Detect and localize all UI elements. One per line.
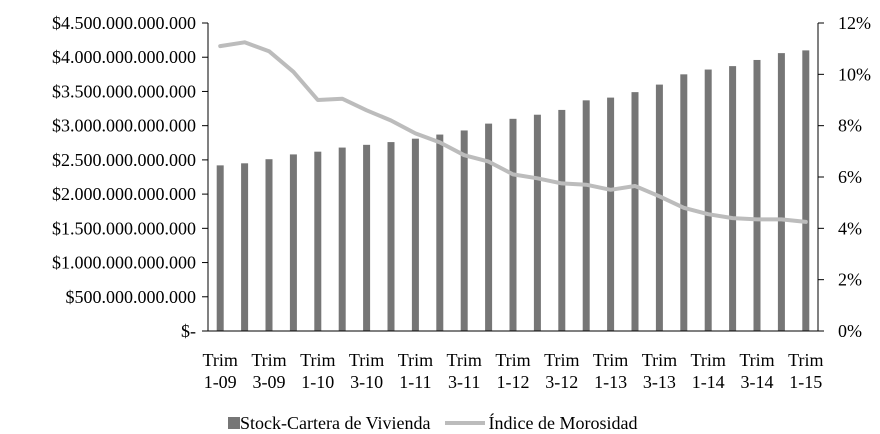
x-axis-tick-label: Trim 3-13 xyxy=(642,350,677,392)
left-axis-tick-label: $4.000.000.000.000 xyxy=(52,47,196,67)
bar xyxy=(753,59,761,332)
left-axis-tick-label: $3.500.000.000.000 xyxy=(52,81,196,101)
left-axis-tick-label: $- xyxy=(181,321,196,341)
bar xyxy=(777,53,785,332)
left-axis-tick-label: $1.500.000.000.000 xyxy=(52,218,196,238)
bar xyxy=(314,151,322,331)
right-axis-tick-label: 10% xyxy=(838,64,871,84)
x-axis-tick-label: Trim 3-11 xyxy=(447,350,482,392)
x-axis-tick-label: Trim 3-09 xyxy=(251,350,286,392)
right-axis-tick-label: 6% xyxy=(838,167,862,187)
bar xyxy=(558,109,566,332)
bar xyxy=(680,74,688,331)
right-axis-tick-label: 2% xyxy=(838,270,862,290)
bar xyxy=(411,138,419,331)
bar xyxy=(533,114,541,332)
x-axis-tick-label: Trim 1-14 xyxy=(691,350,726,392)
x-axis-tick-label: Trim 1-13 xyxy=(593,350,628,392)
bar-series-stock-cartera xyxy=(216,50,810,332)
bar xyxy=(436,134,444,331)
right-axis-tick-label: 8% xyxy=(838,116,862,136)
bar xyxy=(802,50,810,331)
x-axis-tick-label: Trim 3-12 xyxy=(544,350,579,392)
x-axis-tick-label: Trim 1-10 xyxy=(300,350,335,392)
left-axis-tick-label: $3.000.000.000.000 xyxy=(52,116,196,136)
x-axis-tick-label: Trim 3-14 xyxy=(739,350,774,392)
x-axis-tick-label: Trim 1-09 xyxy=(203,350,238,392)
chart-legend: Stock-Cartera de Vivienda Índice de Moro… xyxy=(228,413,652,433)
right-axis-tick-label: 0% xyxy=(838,321,862,341)
right-axis-tick-labels: 0% 2% 4% 6% 8% 10% 12% xyxy=(838,13,871,341)
left-axis-tick-label: $4.500.000.000.000 xyxy=(52,13,196,33)
x-axis-tick-label: Trim 3-10 xyxy=(349,350,384,392)
legend-label-stock: Stock-Cartera de Vivienda xyxy=(240,412,431,433)
right-axis-tick-label: 4% xyxy=(838,218,862,238)
bar xyxy=(729,66,737,332)
left-axis-tick-label: $1.000.000.000.000 xyxy=(52,253,196,273)
legend-line-swatch xyxy=(444,421,485,425)
left-axis-tick-label: $2.500.000.000.000 xyxy=(52,150,196,170)
combo-chart: $- $500.000.000.000 $1.000.000.000.000 $1.5… xyxy=(52,13,871,392)
x-axis-tick-label: Trim 1-15 xyxy=(788,350,823,392)
axes xyxy=(202,22,824,332)
bar xyxy=(460,130,468,331)
right-axis-tick-label: 12% xyxy=(838,13,871,33)
bar xyxy=(704,69,712,331)
legend-item-stock: Stock-Cartera de Vivienda xyxy=(228,413,431,434)
line-series-indice-morosidad xyxy=(218,40,808,224)
bar xyxy=(509,118,517,331)
x-axis-tick-label: Trim 1-11 xyxy=(398,350,433,392)
bar xyxy=(387,142,395,331)
bar xyxy=(607,97,615,331)
left-axis-tick-label: $500.000.000.000 xyxy=(66,287,197,307)
bar xyxy=(363,144,371,331)
bar xyxy=(338,147,346,331)
bar xyxy=(241,163,249,331)
bar xyxy=(485,123,493,331)
bar xyxy=(582,100,590,331)
left-axis-tick-labels: $- $500.000.000.000 $1.000.000.000.000 $1.5… xyxy=(52,13,196,341)
legend-label-morosidad: Índice de Morosidad xyxy=(488,412,638,433)
bar xyxy=(655,84,663,331)
bar xyxy=(631,92,639,331)
left-axis-tick-label: $2.000.000.000.000 xyxy=(52,184,196,204)
bar xyxy=(265,159,273,331)
legend-bar-swatch xyxy=(228,417,240,429)
legend-item-morosidad: Índice de Morosidad xyxy=(444,412,638,434)
bar xyxy=(216,165,224,331)
bar xyxy=(289,154,297,331)
x-axis-tick-labels: Trim 1-09 Trim 3-09 Trim 1-10 Trim 3-10 Trim 1-11… xyxy=(203,350,824,392)
x-axis-tick-label: Trim 1-12 xyxy=(495,350,530,392)
